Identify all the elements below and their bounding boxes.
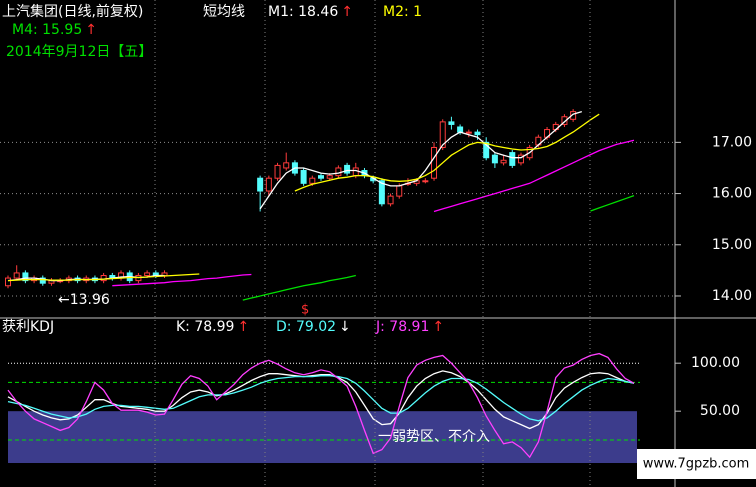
candle-body bbox=[509, 152, 516, 166]
y-tick-label: 15.00 bbox=[712, 237, 752, 253]
watermark: www.7gpzb.com bbox=[643, 457, 750, 472]
candle-body bbox=[387, 195, 394, 205]
series-line bbox=[112, 139, 635, 287]
y-tick-label: 17.00 bbox=[712, 134, 752, 150]
candle-body bbox=[570, 111, 577, 120]
candle-body bbox=[309, 177, 316, 184]
candle-body bbox=[344, 164, 351, 174]
stock-title: 上汽集团(日线,前复权) bbox=[2, 3, 143, 20]
candle-body bbox=[265, 177, 272, 192]
candle-body bbox=[22, 272, 29, 282]
candle-body bbox=[39, 277, 46, 284]
signal-marker: $ bbox=[301, 303, 309, 318]
candle-body bbox=[396, 185, 403, 197]
series-line bbox=[242, 194, 635, 301]
candle-body bbox=[448, 121, 455, 125]
candle-body bbox=[352, 167, 359, 177]
candle-body bbox=[422, 180, 429, 183]
y-tick-label: 14.00 bbox=[712, 288, 752, 304]
candle-body bbox=[144, 272, 151, 276]
candle-body bbox=[491, 154, 498, 164]
candle-body bbox=[257, 177, 264, 192]
y-tick-label: 50.00 bbox=[700, 403, 740, 419]
low-annotation: ←13.96 bbox=[58, 292, 110, 308]
y-tick-label: 16.00 bbox=[712, 186, 752, 202]
candle-body bbox=[100, 274, 107, 282]
candle-body bbox=[283, 162, 290, 169]
legend-entry: J: 78.91 bbox=[375, 319, 429, 335]
candle-body bbox=[439, 121, 446, 148]
candle-body bbox=[326, 175, 333, 179]
candle-body bbox=[300, 170, 307, 184]
zone-label: 一弱势区、不介入 bbox=[378, 429, 490, 445]
candle-body bbox=[474, 131, 481, 136]
legend-entry: M4: 15.95 bbox=[12, 22, 82, 38]
candle-body bbox=[457, 126, 464, 133]
series-line bbox=[7, 352, 635, 459]
candle-body bbox=[561, 116, 568, 125]
candle-body bbox=[274, 164, 281, 179]
candle-body bbox=[318, 175, 324, 179]
legend-entry: D: 79.02 bbox=[276, 319, 336, 335]
candle-body bbox=[517, 154, 524, 164]
legend-arrow: ↓ bbox=[339, 319, 351, 335]
series-line bbox=[7, 375, 635, 422]
candle-body bbox=[431, 146, 438, 179]
legend-entry: M2: 1 bbox=[383, 4, 422, 20]
kdj-title: 获利KDJ bbox=[2, 319, 54, 335]
legend-arrow: ↑ bbox=[237, 319, 249, 335]
legend-arrow: ↑ bbox=[85, 22, 97, 38]
legend-arrow: ↑ bbox=[432, 319, 444, 335]
series-line bbox=[7, 113, 600, 282]
y-tick-label: 100.00 bbox=[691, 355, 740, 371]
legend-entry: M1: 18.46 bbox=[268, 4, 338, 20]
legend-arrow: ↑ bbox=[341, 4, 353, 20]
watermark-box bbox=[637, 449, 756, 479]
candle-body bbox=[5, 277, 11, 287]
candle-body bbox=[13, 272, 20, 279]
candle-body bbox=[378, 180, 385, 205]
indicator-name: 短均线 bbox=[203, 4, 245, 20]
candle-body bbox=[465, 131, 472, 134]
legend-entry: K: 78.99 bbox=[176, 319, 234, 335]
plot-layer: 14.00 15.00 16.00 17.00 50.00 100.00 一弱势区、不介入 bbox=[0, 109, 752, 464]
candle-body bbox=[335, 167, 342, 177]
candle-body bbox=[483, 141, 490, 159]
candle-body bbox=[500, 159, 507, 164]
date-label: 2014年9月12日【五】 bbox=[6, 44, 152, 60]
